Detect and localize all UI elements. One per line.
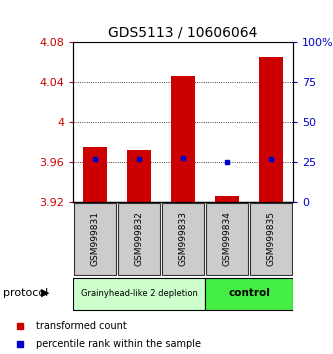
Text: GSM999834: GSM999834: [222, 211, 232, 267]
FancyBboxPatch shape: [206, 202, 248, 275]
Bar: [127, 150, 151, 202]
FancyBboxPatch shape: [162, 202, 204, 275]
Text: GSM999833: GSM999833: [178, 211, 188, 267]
FancyBboxPatch shape: [73, 278, 205, 310]
FancyBboxPatch shape: [118, 202, 160, 275]
FancyBboxPatch shape: [74, 202, 116, 275]
Text: transformed count: transformed count: [36, 321, 127, 331]
Text: control: control: [228, 288, 270, 298]
Text: protocol: protocol: [3, 288, 49, 298]
Text: GSM999832: GSM999832: [135, 211, 144, 267]
Bar: [215, 196, 239, 202]
Bar: [171, 76, 195, 202]
Text: ▶: ▶: [41, 288, 49, 298]
Title: GDS5113 / 10606064: GDS5113 / 10606064: [109, 26, 258, 40]
Bar: [83, 147, 107, 202]
FancyBboxPatch shape: [205, 278, 293, 310]
Text: percentile rank within the sample: percentile rank within the sample: [36, 339, 201, 349]
FancyBboxPatch shape: [250, 202, 292, 275]
Text: GSM999831: GSM999831: [91, 211, 100, 267]
Bar: [259, 57, 283, 202]
Text: GSM999835: GSM999835: [266, 211, 276, 267]
Text: Grainyhead-like 2 depletion: Grainyhead-like 2 depletion: [81, 289, 197, 298]
